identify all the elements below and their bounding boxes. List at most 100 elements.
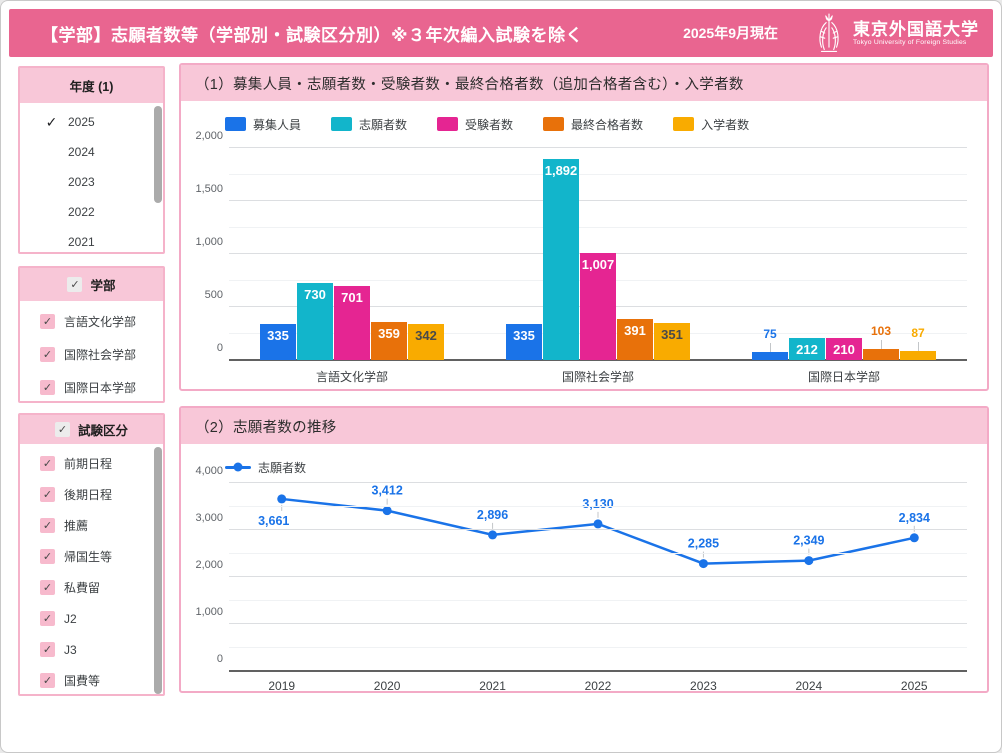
exam-option-checkbox[interactable]: ✓ bbox=[40, 673, 55, 688]
bar[interactable]: 87 bbox=[900, 326, 936, 360]
exam-option-checkbox[interactable]: ✓ bbox=[40, 580, 55, 595]
header-bar: 【学部】志願者数等（学部別・試験区分別）※３年次編入試験を除く 2025年9月現… bbox=[9, 9, 993, 57]
bar[interactable]: 342 bbox=[408, 324, 444, 360]
bar[interactable]: 103 bbox=[863, 324, 899, 360]
year-option-label: 2021 bbox=[68, 235, 95, 249]
gridline bbox=[229, 505, 967, 507]
year-option[interactable]: ✓ 2025 bbox=[20, 107, 163, 137]
university-emblem-icon bbox=[812, 12, 846, 54]
logo-text-jp: 東京外国語大学 bbox=[853, 19, 979, 39]
legend-item[interactable]: 志願者数 bbox=[225, 459, 306, 476]
bar[interactable]: 1,892 bbox=[543, 159, 579, 360]
year-option-label: 2025 bbox=[68, 115, 95, 129]
faculty-option-checkbox[interactable]: ✓ bbox=[40, 314, 55, 329]
gridline bbox=[229, 623, 967, 624]
exam-option[interactable]: ✓ 国費等 bbox=[20, 665, 163, 694]
legend-item[interactable]: 受験者数 bbox=[437, 116, 513, 133]
category-label: 国際社会学部 bbox=[561, 370, 634, 384]
x-axis-tick-label: 2021 bbox=[479, 679, 506, 693]
data-point[interactable] bbox=[382, 506, 392, 516]
data-point[interactable] bbox=[698, 559, 708, 569]
exam-option[interactable]: ✓ 後期日程 bbox=[20, 479, 163, 510]
faculty-option-label: 国際日本学部 bbox=[64, 381, 137, 395]
exam-filter-card: ✓ 試験区分 ✓ 前期日程 ✓ 後期日程 ✓ 推薦 ✓ 帰国生等 ✓ 私費留 ✓ J2 ✓ J3 ✓ 国費等 bbox=[18, 413, 165, 696]
y-axis-tick-label: 3,000 bbox=[195, 512, 223, 524]
bar[interactable]: 335 bbox=[506, 324, 542, 360]
bar[interactable]: 75 bbox=[752, 327, 788, 360]
year-option[interactable]: 2021 bbox=[20, 227, 163, 252]
faculty-option-checkbox[interactable]: ✓ bbox=[40, 347, 55, 362]
legend-label: 募集人員 bbox=[253, 117, 302, 132]
bar-chart-category-labels: 言語文化学部 国際社会学部 国際日本学部 bbox=[229, 368, 967, 385]
data-point[interactable] bbox=[909, 533, 919, 543]
data-point[interactable] bbox=[593, 519, 603, 529]
legend-label: 志願者数 bbox=[258, 460, 307, 475]
legend-item[interactable]: 入学者数 bbox=[673, 116, 749, 133]
gridline bbox=[229, 552, 967, 554]
faculty-option[interactable]: ✓ 言語文化学部 bbox=[20, 305, 163, 338]
bar[interactable]: 391 bbox=[617, 319, 653, 360]
bar[interactable]: 1,007 bbox=[580, 253, 616, 360]
faculty-option-label: 国際社会学部 bbox=[64, 348, 137, 362]
university-logo: 東京外国語大学 Tokyo University of Foreign Stud… bbox=[812, 12, 979, 54]
x-axis-tick-label: 2020 bbox=[373, 679, 401, 693]
bar[interactable]: 701 bbox=[334, 286, 370, 360]
exam-option-checkbox[interactable]: ✓ bbox=[40, 549, 55, 564]
bar[interactable]: 351 bbox=[654, 323, 690, 360]
bar[interactable]: 335 bbox=[260, 324, 296, 360]
bar-value-label: 75 bbox=[763, 327, 777, 341]
y-axis-tick-label: 1,000 bbox=[195, 606, 223, 618]
bar[interactable]: 359 bbox=[371, 322, 407, 360]
bar[interactable]: 212 bbox=[789, 338, 825, 360]
legend-label: 志願者数 bbox=[359, 117, 408, 132]
faculty-option[interactable]: ✓ 国際日本学部 bbox=[20, 371, 163, 401]
exam-select-all-checkbox[interactable]: ✓ bbox=[54, 422, 70, 437]
y-axis-tick-label: 1,500 bbox=[195, 183, 223, 195]
exam-option[interactable]: ✓ J3 bbox=[20, 634, 163, 665]
faculty-select-all-checkbox[interactable]: ✓ bbox=[67, 277, 83, 292]
bar[interactable]: 730 bbox=[297, 283, 333, 360]
exam-option[interactable]: ✓ 推薦 bbox=[20, 510, 163, 541]
bar-group: 335 730 701 359 342 bbox=[229, 148, 475, 360]
year-option[interactable]: 2024 bbox=[20, 137, 163, 167]
data-point[interactable] bbox=[488, 530, 498, 540]
bar[interactable]: 210 bbox=[826, 338, 862, 360]
exam-option[interactable]: ✓ 帰国生等 bbox=[20, 541, 163, 572]
bar-chart-legend: 募集人員 志願者数 受験者数 最終合格者数 入学者数 bbox=[225, 114, 987, 134]
faculty-option[interactable]: ✓ 国際社会学部 bbox=[20, 338, 163, 371]
bar-group: 75 212 210 103 87 bbox=[721, 148, 967, 360]
y-axis-tick-label: 2,000 bbox=[195, 130, 223, 142]
bar-value-label: 1,892 bbox=[544, 163, 578, 178]
data-point[interactable] bbox=[277, 494, 287, 504]
exam-option-checkbox[interactable]: ✓ bbox=[40, 611, 55, 626]
year-option-label: 2024 bbox=[68, 145, 95, 159]
logo-text-en: Tokyo University of Foreign Studies bbox=[853, 39, 967, 47]
exam-option-checkbox[interactable]: ✓ bbox=[40, 642, 55, 657]
year-list-scrollbar[interactable] bbox=[154, 106, 162, 203]
year-option[interactable]: 2022 bbox=[20, 197, 163, 227]
data-point[interactable] bbox=[804, 556, 814, 566]
legend-item[interactable]: 最終合格者数 bbox=[543, 116, 643, 133]
exam-option-checkbox[interactable]: ✓ bbox=[40, 456, 55, 471]
exam-option[interactable]: ✓ 前期日程 bbox=[20, 448, 163, 479]
legend-swatch-icon bbox=[437, 117, 459, 131]
year-option[interactable]: 2023 bbox=[20, 167, 163, 197]
legend-swatch-icon bbox=[543, 117, 565, 131]
exam-list-scrollbar[interactable] bbox=[154, 447, 162, 694]
gridline bbox=[229, 226, 967, 228]
point-value-label: 2,349 bbox=[793, 534, 824, 548]
exam-option[interactable]: ✓ J2 bbox=[20, 603, 163, 634]
bar-value-label: 103 bbox=[870, 324, 892, 338]
category-label: 国際日本学部 bbox=[807, 370, 880, 384]
y-axis-tick-label: 500 bbox=[204, 289, 223, 301]
y-axis-tick-label: 4,000 bbox=[195, 465, 223, 477]
line-chart-title: （2）志願者数の推移 bbox=[181, 408, 987, 444]
legend-item[interactable]: 志願者数 bbox=[331, 116, 407, 133]
exam-option-checkbox[interactable]: ✓ bbox=[40, 518, 55, 533]
exam-option[interactable]: ✓ 私費留 bbox=[20, 572, 163, 603]
legend-item[interactable]: 募集人員 bbox=[225, 116, 301, 133]
faculty-option-checkbox[interactable]: ✓ bbox=[40, 380, 55, 395]
exam-option-checkbox[interactable]: ✓ bbox=[40, 487, 55, 502]
y-axis-tick-label: 2,000 bbox=[195, 559, 223, 571]
year-filter-card: 年度 (1) ✓ 2025 2024 2023 2022 2021 bbox=[18, 66, 165, 254]
